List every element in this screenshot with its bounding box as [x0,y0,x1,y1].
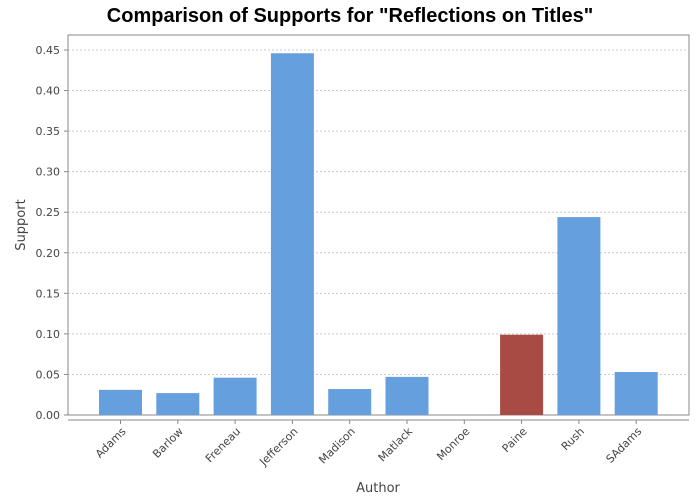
bar-barlow [156,393,200,415]
x-tick-label: Matlack [376,424,416,464]
bar-adams [99,389,142,415]
x-tick-label: SAdams [604,425,645,466]
y-tick-label: 0.00 [36,409,61,422]
bar-freneau [213,377,257,415]
y-tick-label: 0.40 [36,85,61,98]
y-tick-label: 0.25 [36,206,61,219]
x-tick-label: Adams [93,425,129,461]
bar-matlack [385,376,429,415]
y-tick-label: 0.05 [36,368,61,381]
x-tick-label: Freneau [203,425,243,465]
x-tick-label: Barlow [150,425,186,461]
y-tick-label: 0.10 [36,328,61,341]
x-tick-label: Jefferson [256,425,300,469]
x-tick-label: Monroe [434,425,472,463]
x-tick-label: Madison [316,425,358,467]
bar-paine [500,334,544,415]
y-tick-label: 0.15 [36,287,61,300]
x-tick-label: Rush [559,425,587,453]
bar-sadams [614,372,658,415]
y-axis-label: Support [14,199,29,250]
x-tick-label: Paine [500,425,530,455]
x-axis-label: Author [356,481,400,496]
y-tick-label: 0.35 [36,125,61,138]
y-tick-label: 0.20 [36,247,61,260]
bar-rush [557,217,601,415]
y-tick-label: 0.45 [36,44,61,57]
bar-madison [328,389,372,415]
chart-title: Comparison of Supports for "Reflections … [107,5,593,27]
y-tick-label: 0.30 [36,166,61,179]
bar-jefferson [270,53,314,415]
